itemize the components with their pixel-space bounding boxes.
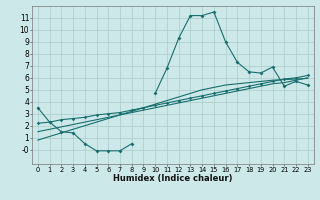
X-axis label: Humidex (Indice chaleur): Humidex (Indice chaleur) [113,174,233,183]
